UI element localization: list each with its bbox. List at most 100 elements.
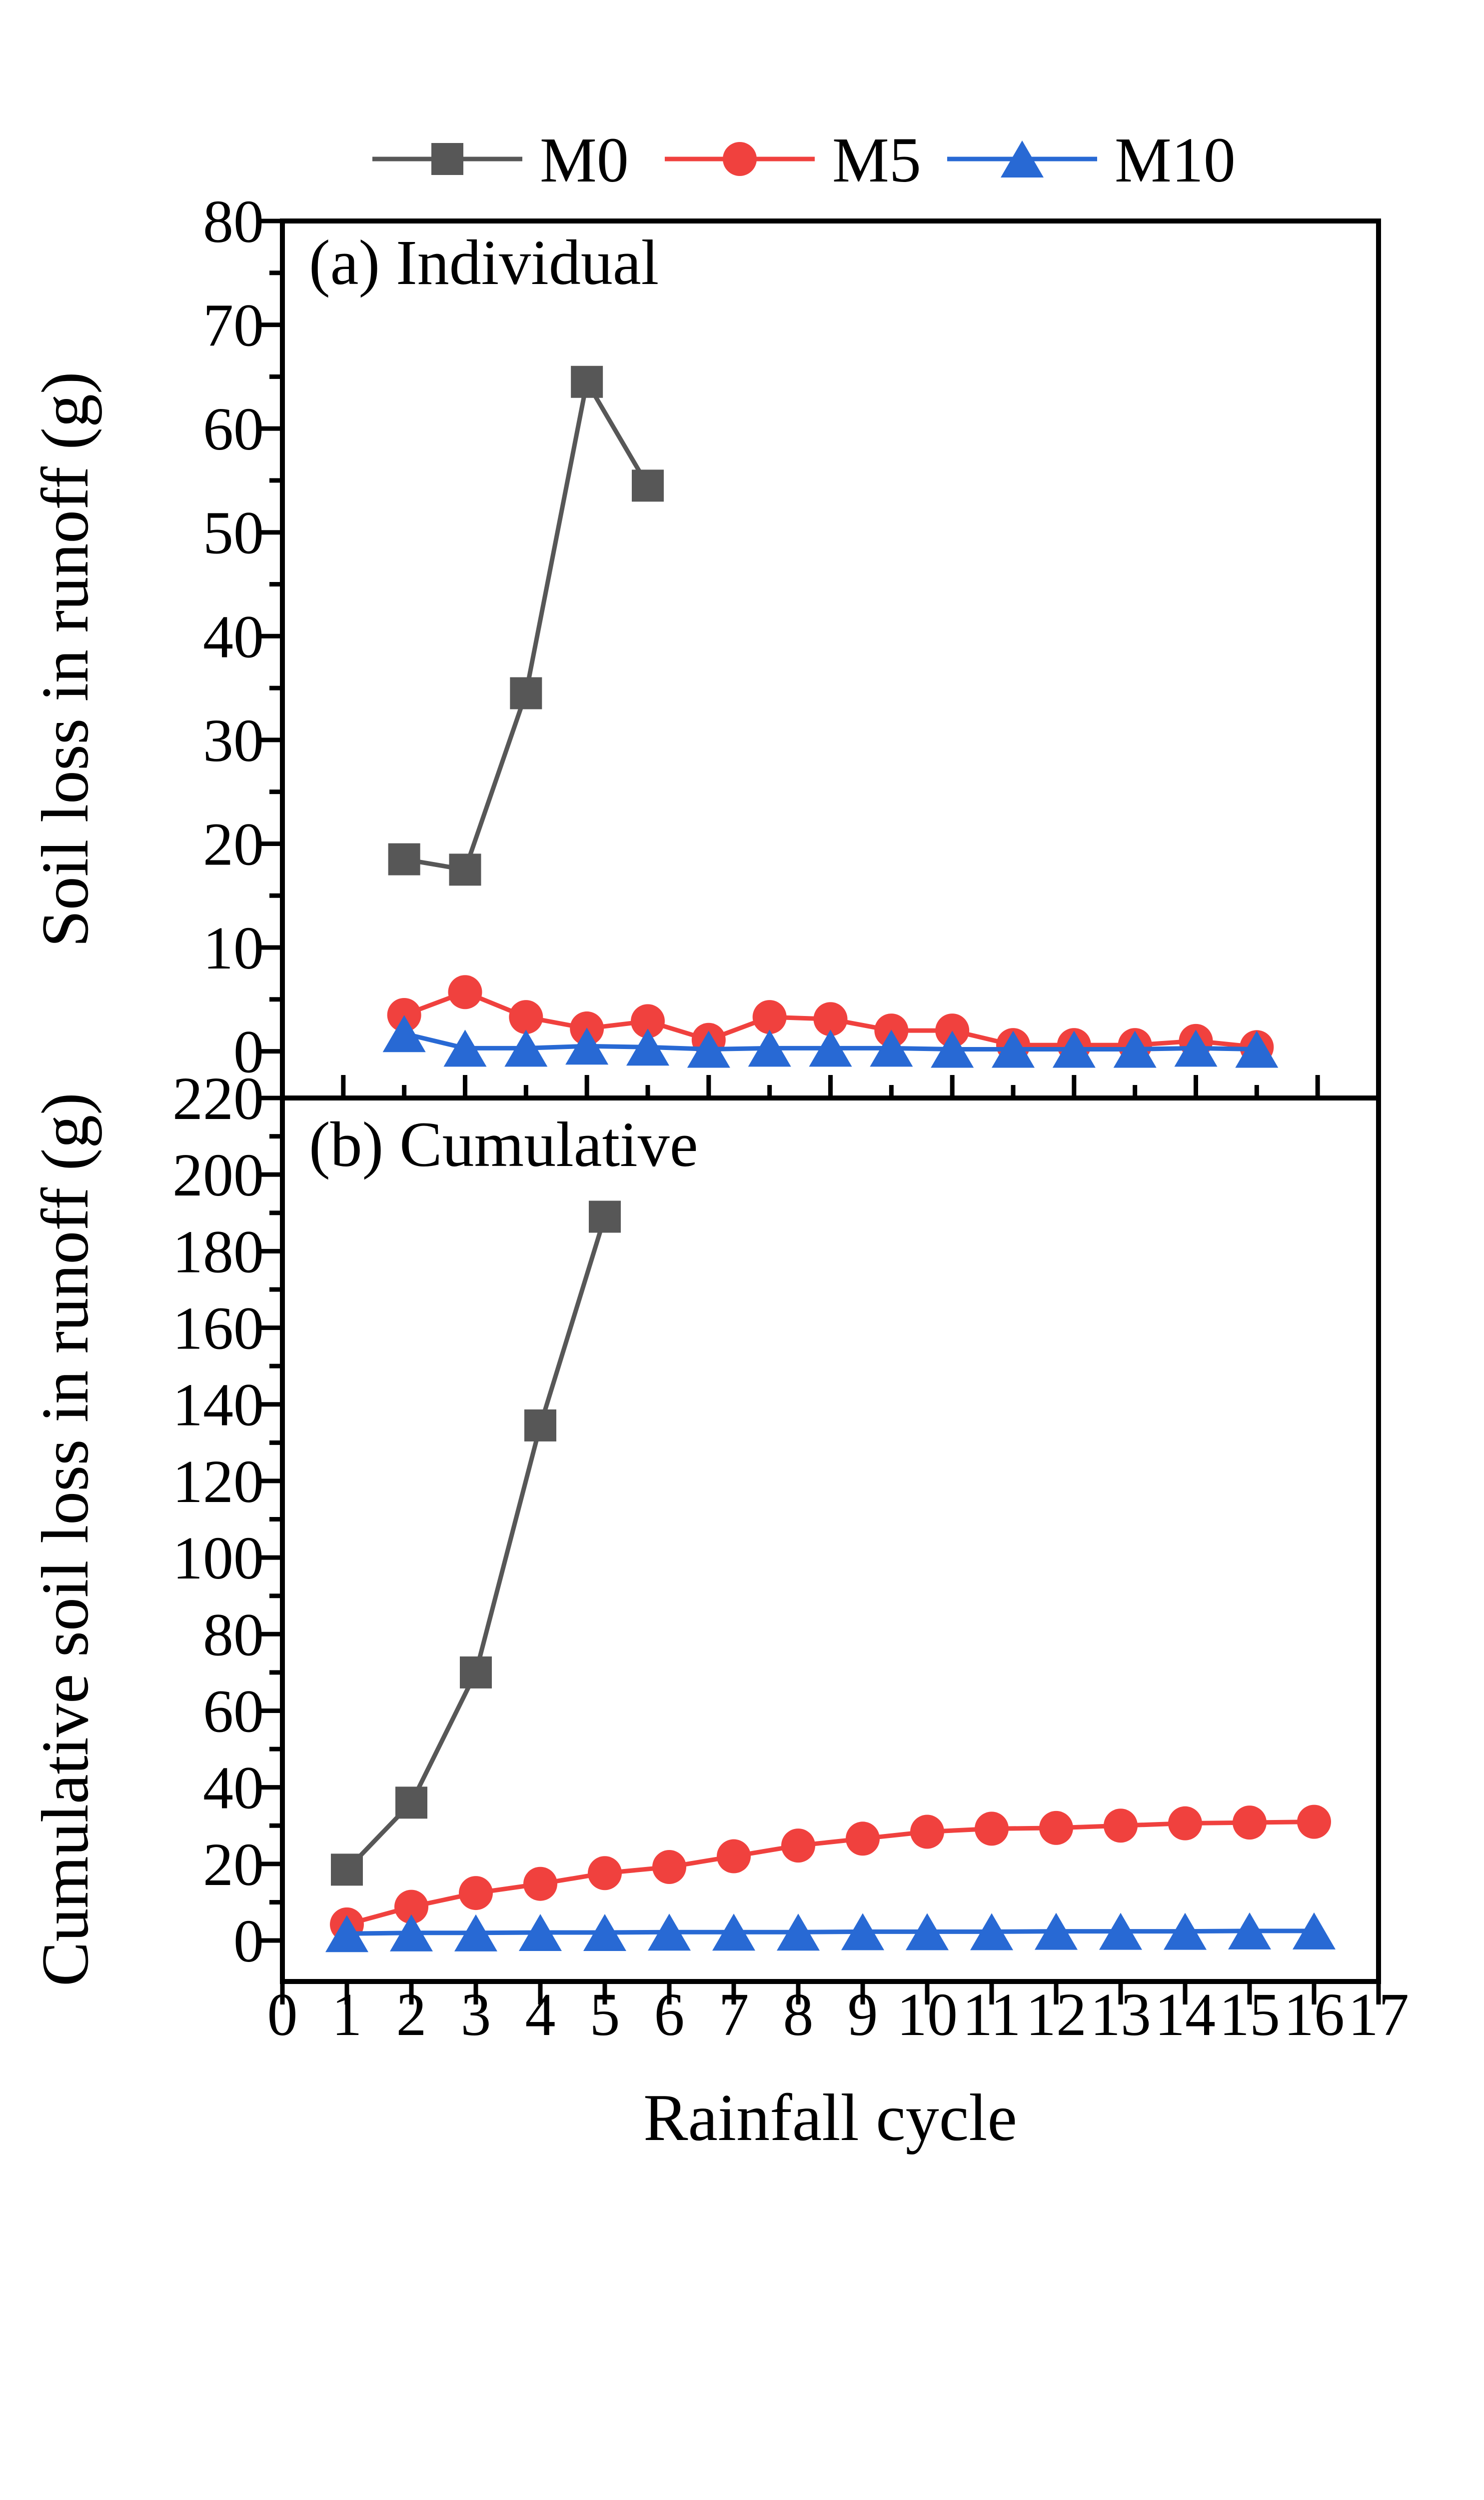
panel-a-y-tick-label-10: 10 bbox=[203, 914, 264, 982]
series-M10-marker bbox=[583, 1914, 626, 1951]
panel-b-y-tick-label-120: 120 bbox=[172, 1448, 264, 1516]
series-M0-marker bbox=[449, 854, 481, 886]
x-tick-label-9: 9 bbox=[848, 1981, 878, 2048]
axes-frame-layer bbox=[280, 218, 1381, 1984]
x-tick-label-4: 4 bbox=[525, 1981, 556, 2048]
series-M5-marker bbox=[781, 1828, 815, 1863]
series-M5-marker bbox=[1168, 1806, 1202, 1840]
series-M10-marker bbox=[1035, 1912, 1078, 1950]
legend-item-M0: M0 bbox=[372, 124, 629, 196]
x-tick-label-12: 12 bbox=[1026, 1981, 1087, 2048]
series-M10-marker bbox=[931, 1030, 974, 1068]
x-tick-label-6: 6 bbox=[654, 1981, 685, 2048]
series-M0-marker bbox=[632, 470, 664, 502]
panel-b-y-tick-label-80: 80 bbox=[203, 1601, 264, 1668]
x-tick-label-1: 1 bbox=[332, 1981, 362, 2048]
series-M10-marker bbox=[1235, 1030, 1279, 1068]
panel-b-series-M0 bbox=[331, 1200, 621, 1886]
series-M10-marker bbox=[870, 1030, 913, 1067]
legend-label-M10: M10 bbox=[1115, 124, 1236, 196]
series-M10-marker bbox=[648, 1914, 691, 1951]
series-M5-marker bbox=[387, 998, 421, 1032]
x-tick-label-10: 10 bbox=[897, 1981, 958, 2048]
series-M5-marker bbox=[1233, 1806, 1267, 1840]
series-M10-marker bbox=[970, 1913, 1013, 1950]
series-M5-marker bbox=[652, 1850, 686, 1884]
x-tick-label-17: 17 bbox=[1348, 1981, 1409, 2048]
series-M10-marker bbox=[1174, 1030, 1218, 1067]
panel-b-y-tick-label-160: 160 bbox=[172, 1295, 264, 1362]
series-M5-line bbox=[346, 1820, 1315, 1927]
panel-b-y-tick-label-220: 220 bbox=[172, 1065, 264, 1132]
x-tick-label-3: 3 bbox=[461, 1981, 491, 2048]
series-M5-marker bbox=[717, 1839, 751, 1874]
panel-b-y-tick-label-0: 0 bbox=[233, 1908, 264, 1975]
series-M5-marker bbox=[509, 1000, 543, 1034]
series-M0-line bbox=[403, 380, 650, 872]
series-M10-marker bbox=[626, 1028, 669, 1066]
panel-b-y-axis-title: Cumulative soil loss in runoff (g) bbox=[28, 1092, 102, 1986]
series-M0-marker bbox=[460, 1656, 492, 1688]
panel-a-series-M0 bbox=[388, 366, 664, 886]
x-tick-label-15: 15 bbox=[1219, 1981, 1280, 2048]
series-M5-marker bbox=[523, 1866, 557, 1901]
series-M5-marker bbox=[588, 1856, 622, 1890]
series-M10-marker bbox=[841, 1913, 884, 1950]
series-M0-marker bbox=[571, 366, 603, 398]
series-M5-marker bbox=[910, 1814, 944, 1849]
panel-a-y-tick-label-60: 60 bbox=[203, 396, 264, 463]
panel-b-y-tick-label-20: 20 bbox=[203, 1831, 264, 1898]
series-M5-marker bbox=[846, 1822, 880, 1856]
legend-item-M10: M10 bbox=[947, 124, 1236, 196]
x-tick-label-2: 2 bbox=[396, 1981, 427, 2048]
series-M10-line bbox=[346, 1928, 1314, 1936]
panel-b-series-M5 bbox=[330, 1804, 1331, 1942]
series-M5-marker bbox=[459, 1876, 493, 1910]
legend-label-M5: M5 bbox=[832, 124, 921, 196]
series-M10-marker bbox=[906, 1913, 949, 1950]
series-M10-marker bbox=[712, 1914, 755, 1951]
x-tick-label-8: 8 bbox=[783, 1981, 814, 2048]
panel-a-y-tick-label-50: 50 bbox=[203, 500, 264, 567]
legend: M0 M5 M10 bbox=[372, 124, 1236, 196]
legend-item-M5: M5 bbox=[665, 124, 921, 196]
series-M10-marker bbox=[1228, 1912, 1271, 1950]
panel-a-y-tick-label-0: 0 bbox=[233, 1018, 264, 1086]
series-M0-marker bbox=[510, 677, 542, 710]
series-M5-marker bbox=[813, 1002, 848, 1036]
panel-a-y-tick-label-40: 40 bbox=[203, 603, 264, 670]
x-tick-label-11: 11 bbox=[962, 1981, 1021, 2048]
series-M5-marker bbox=[752, 1000, 787, 1034]
x-tick-label-5: 5 bbox=[590, 1981, 620, 2048]
panel-a-y-tick-label-30: 30 bbox=[203, 707, 264, 774]
square-icon bbox=[431, 143, 463, 175]
x-tick-label-7: 7 bbox=[719, 1981, 749, 2048]
tick-layer bbox=[259, 218, 1381, 2004]
series-M0-line bbox=[345, 1216, 607, 1872]
panel-a-y-tick-label-80: 80 bbox=[203, 188, 264, 256]
series-M0-marker bbox=[589, 1200, 621, 1233]
panel-b-title: (b) Cumulative bbox=[309, 1109, 698, 1180]
series-M5-marker bbox=[1039, 1810, 1073, 1845]
series-M5-marker bbox=[935, 1014, 970, 1048]
panel-a-series-M10 bbox=[382, 1015, 1279, 1068]
panel-b-series-M10 bbox=[325, 1912, 1336, 1952]
panel-a-y-tick-label-20: 20 bbox=[203, 810, 264, 878]
series-M10-marker bbox=[454, 1914, 497, 1952]
series-M5-marker bbox=[394, 1890, 428, 1924]
x-axis-title: Rainfall cycle bbox=[643, 2080, 1017, 2154]
series-M10-marker bbox=[1052, 1030, 1096, 1068]
series-M5-marker bbox=[448, 975, 482, 1010]
legend-label-M0: M0 bbox=[540, 124, 629, 196]
circle-icon bbox=[723, 142, 757, 176]
series-M10-marker bbox=[565, 1028, 609, 1065]
series-M10-marker bbox=[1164, 1912, 1207, 1950]
series-M10-marker bbox=[1113, 1030, 1157, 1068]
series-M10-marker bbox=[390, 1914, 433, 1952]
x-tick-label-0: 0 bbox=[267, 1981, 298, 2048]
series-M5-marker bbox=[631, 1004, 665, 1038]
series-M0-marker bbox=[388, 843, 420, 876]
